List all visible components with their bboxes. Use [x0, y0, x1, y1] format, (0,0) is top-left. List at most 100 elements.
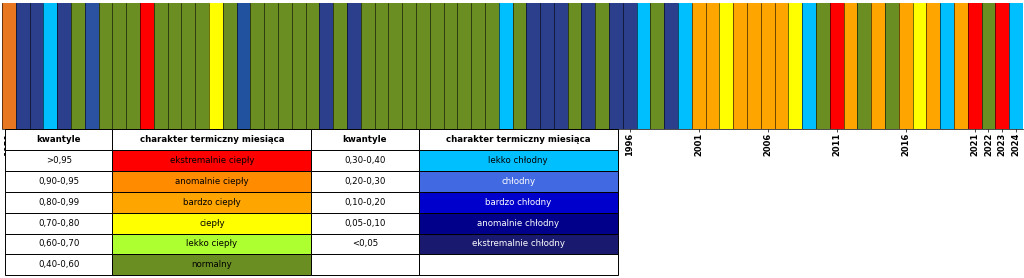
Text: 0,80-0,99: 0,80-0,99 [38, 198, 79, 207]
Bar [899, 3, 912, 130]
Bar [458, 3, 471, 130]
Bar [347, 3, 360, 130]
Bar [802, 3, 816, 130]
Bar [774, 3, 788, 130]
Text: 0,10-0,20: 0,10-0,20 [344, 198, 386, 207]
FancyBboxPatch shape [419, 150, 617, 171]
Bar [829, 3, 844, 130]
Bar [748, 3, 761, 130]
Bar [857, 3, 871, 130]
Bar [360, 3, 375, 130]
Bar [567, 3, 582, 130]
Bar [209, 3, 223, 130]
FancyBboxPatch shape [5, 192, 113, 213]
Bar [430, 3, 443, 130]
FancyBboxPatch shape [419, 192, 617, 213]
Bar [168, 3, 181, 130]
Bar [181, 3, 196, 130]
Bar [471, 3, 485, 130]
Text: 0,40-0,60: 0,40-0,60 [38, 260, 80, 269]
Bar [196, 3, 209, 130]
FancyBboxPatch shape [5, 150, 113, 171]
Bar [761, 3, 774, 130]
Bar [623, 3, 637, 130]
Bar [113, 3, 126, 130]
Text: 0,30-0,40: 0,30-0,40 [344, 156, 386, 165]
Text: 0,20-0,30: 0,20-0,30 [344, 177, 386, 186]
Text: >0,95: >0,95 [46, 156, 72, 165]
FancyBboxPatch shape [311, 234, 419, 254]
FancyBboxPatch shape [113, 234, 311, 254]
Bar [402, 3, 416, 130]
FancyBboxPatch shape [5, 234, 113, 254]
Bar [871, 3, 885, 130]
Bar [485, 3, 499, 130]
Bar [251, 3, 264, 130]
Bar [1010, 3, 1023, 130]
Text: charakter termiczny miesiąca: charakter termiczny miesiąca [445, 135, 591, 144]
Bar [665, 3, 678, 130]
Bar [98, 3, 113, 130]
Text: ciepły: ciepły [199, 219, 224, 228]
Bar [692, 3, 706, 130]
Text: chłodny: chłodny [501, 177, 536, 186]
Text: ekstremalnie chłodny: ekstremalnie chłodny [472, 239, 564, 249]
Bar [140, 3, 154, 130]
Text: 0,60-0,70: 0,60-0,70 [38, 239, 80, 249]
Bar [57, 3, 71, 130]
FancyBboxPatch shape [419, 234, 617, 254]
Bar [968, 3, 982, 130]
Bar [526, 3, 540, 130]
Bar [85, 3, 98, 130]
Bar [2, 3, 15, 130]
Bar [595, 3, 609, 130]
Bar [126, 3, 140, 130]
Bar [278, 3, 292, 130]
FancyBboxPatch shape [419, 213, 617, 234]
Bar [305, 3, 319, 130]
FancyBboxPatch shape [113, 130, 311, 150]
FancyBboxPatch shape [311, 213, 419, 234]
Bar [237, 3, 251, 130]
Bar [375, 3, 388, 130]
FancyBboxPatch shape [311, 192, 419, 213]
Text: <0,05: <0,05 [352, 239, 378, 249]
Bar [443, 3, 458, 130]
Bar [333, 3, 347, 130]
FancyBboxPatch shape [113, 213, 311, 234]
Text: normalny: normalny [191, 260, 232, 269]
FancyBboxPatch shape [311, 254, 419, 275]
FancyBboxPatch shape [419, 130, 617, 150]
Bar [885, 3, 899, 130]
Bar [292, 3, 305, 130]
Bar [706, 3, 720, 130]
Bar [582, 3, 595, 130]
Text: kwantyle: kwantyle [37, 135, 81, 144]
Bar [650, 3, 665, 130]
Bar [30, 3, 43, 130]
FancyBboxPatch shape [5, 213, 113, 234]
Bar [554, 3, 567, 130]
Bar [678, 3, 692, 130]
FancyBboxPatch shape [311, 171, 419, 192]
Text: ekstremalnie ciepły: ekstremalnie ciepły [170, 156, 254, 165]
FancyBboxPatch shape [113, 171, 311, 192]
FancyBboxPatch shape [311, 130, 419, 150]
Bar [720, 3, 733, 130]
Bar [264, 3, 278, 130]
Bar [15, 3, 30, 130]
Text: 0,90-0,95: 0,90-0,95 [38, 177, 79, 186]
Bar [954, 3, 968, 130]
Bar [513, 3, 526, 130]
FancyBboxPatch shape [419, 171, 617, 192]
Bar [540, 3, 554, 130]
Bar [416, 3, 430, 130]
Text: anomalnie ciepły: anomalnie ciepły [175, 177, 249, 186]
Bar [912, 3, 927, 130]
Bar [982, 3, 995, 130]
Text: bardzo ciepły: bardzo ciepły [183, 198, 241, 207]
Text: charakter termiczny miesiąca: charakter termiczny miesiąca [139, 135, 284, 144]
FancyBboxPatch shape [5, 254, 113, 275]
Bar [223, 3, 237, 130]
FancyBboxPatch shape [113, 150, 311, 171]
